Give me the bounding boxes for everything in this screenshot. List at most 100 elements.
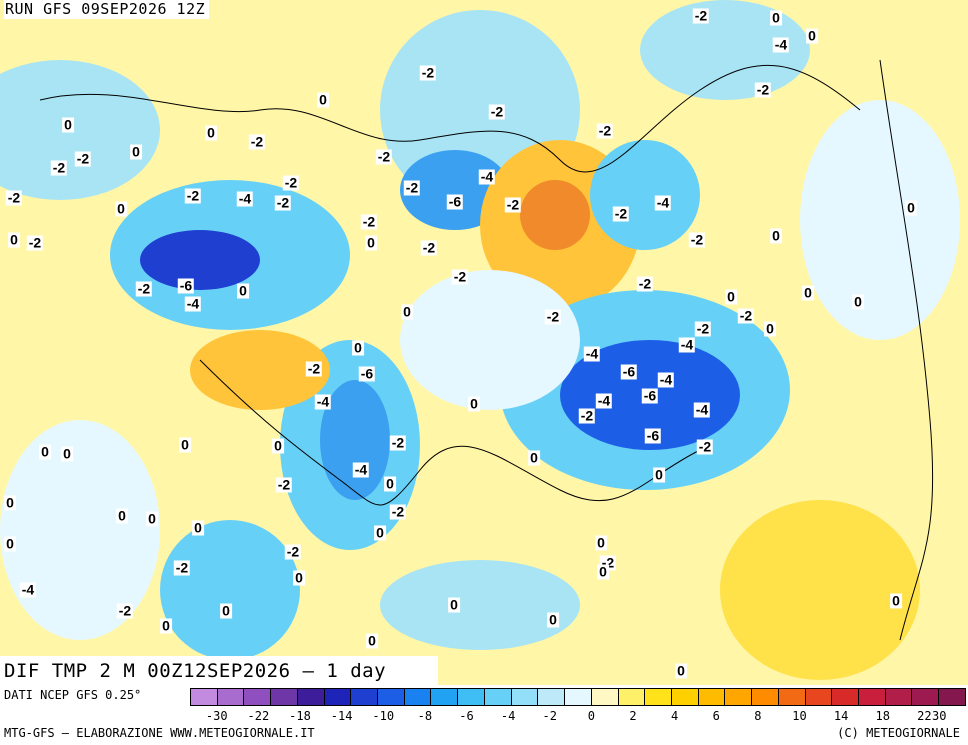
map-label: 0 [146,510,158,527]
map-label: 0 [366,632,378,649]
map-label: -2 [275,476,293,493]
map-label: -4 [478,168,496,185]
map-label: -2 [420,239,438,256]
map-label: -2 [135,280,153,297]
colorbar-tick-label: 8 [754,709,762,723]
map-label: 0 [595,534,607,551]
map-label: -2 [389,503,407,520]
map-label: 0 [725,288,737,305]
map-label: -2 [284,543,302,560]
map-label: -2 [282,174,300,191]
map-label: -2 [688,231,706,248]
map-label: 0 [205,124,217,141]
colorbar-tick-label: -8 [417,709,433,723]
colorbar-swatch [645,689,672,705]
map-label: -2 [578,407,596,424]
map-label: -4 [678,336,696,353]
map-label: -2 [305,360,323,377]
map-label: 0 [192,519,204,536]
map-label: -2 [694,320,712,337]
map-label: -6 [620,363,638,380]
colorbar-tick-label: 14 [833,709,849,723]
colorbar-swatch [805,689,833,705]
map-label: -2 [26,234,44,251]
colorbar-swatch [912,689,940,705]
map-label: 0 [547,611,559,628]
map-label: 0 [61,445,73,462]
map-label: -2 [116,602,134,619]
colorbar-tick-label: 4 [671,709,679,723]
map-label: -6 [644,427,662,444]
map-label: 0 [675,662,687,679]
data-source: DATI NCEP GFS 0.25° [4,688,142,702]
map-label: -2 [5,189,23,206]
temperature-anomaly-map: RUN GFS 09SEP2026 12Z -2 0 -4 0 -2 -2 -2… [0,0,968,685]
map-label: 0 [116,507,128,524]
colorbar-tick-label: 18 [875,709,890,723]
colorbar-swatch [752,689,779,705]
colorbar-ticks: -30 -22 -18 -14 -10 -8 -6 -4 -2 0 2 4 6 8 10 14 18 22 30 [190,709,966,725]
map-label: -4 [19,581,37,598]
map-label: 0 [237,282,249,299]
colorbar-swatch [351,689,379,705]
colorbar-swatch [431,689,459,705]
map-label: 0 [770,227,782,244]
map-label: 0 [179,436,191,453]
map-label: -2 [173,559,191,576]
colorbar-tick-label: 6 [712,709,720,723]
map-label: 0 [764,320,776,337]
map-label: -2 [403,179,421,196]
colorbar-swatch [458,689,485,705]
map-label: -2 [375,148,393,165]
colorbar-tick-label: 2 [629,709,637,723]
map-label: 0 [401,303,413,320]
colorbar-swatch [244,689,272,705]
map-label: 0 [468,395,480,412]
map-label: -2 [74,150,92,167]
map-label: -4 [693,401,711,418]
map-label: -2 [419,64,437,81]
colorbar-swatch [832,689,859,705]
colorbar-swatch [324,689,352,705]
colorbar-swatch [618,689,646,705]
colorbar-swatch [671,689,699,705]
colorbar-swatch [939,689,965,705]
map-label: 0 [293,569,305,586]
map-label: 0 [528,449,540,466]
map-label: -2 [636,275,654,292]
colorbar-tick-label: -10 [372,709,395,723]
colorbar-swatch [565,689,592,705]
map-label: 0 [220,602,232,619]
map-label: -6 [177,277,195,294]
map-label: 0 [448,596,460,613]
map-label: -2 [596,122,614,139]
map-label: -4 [352,461,370,478]
colorbar-swatch [591,689,619,705]
map-label: -2 [754,81,772,98]
legend-panel: DATI NCEP GFS 0.25° -30 -22 -18 -14 -10 -8 -6-… [0,685,968,745]
map-label: -2 [248,133,266,150]
map-label: -2 [488,103,506,120]
map-label: -2 [544,308,562,325]
map-label: 0 [39,443,51,460]
credit-left: MTG-GFS – ELABORAZIONE WWW.METEOGIORNALE… [4,726,315,740]
colorbar-tick-label: 10 [792,709,807,723]
colorbar-tick-label: -30 [205,709,228,723]
run-title: RUN GFS 09SEP2026 12Z [4,0,210,19]
colorbar-tick-label: -22 [247,709,270,723]
map-label: 0 [384,475,396,492]
map-label: 0 [62,116,74,133]
colorbar-swatch [538,689,566,705]
colorbar-swatch [297,689,325,705]
colorbar-tick-label: -14 [330,709,353,723]
map-label: 0 [653,466,665,483]
map-label: -2 [451,268,469,285]
map-label: 0 [4,494,16,511]
map-label: -6 [446,193,464,210]
map-label: -2 [274,194,292,211]
map-label: -2 [692,7,710,24]
map-label: 0 [272,437,284,454]
map-label: 0 [8,231,20,248]
map-label: 0 [317,91,329,108]
map-label: -4 [236,190,254,207]
